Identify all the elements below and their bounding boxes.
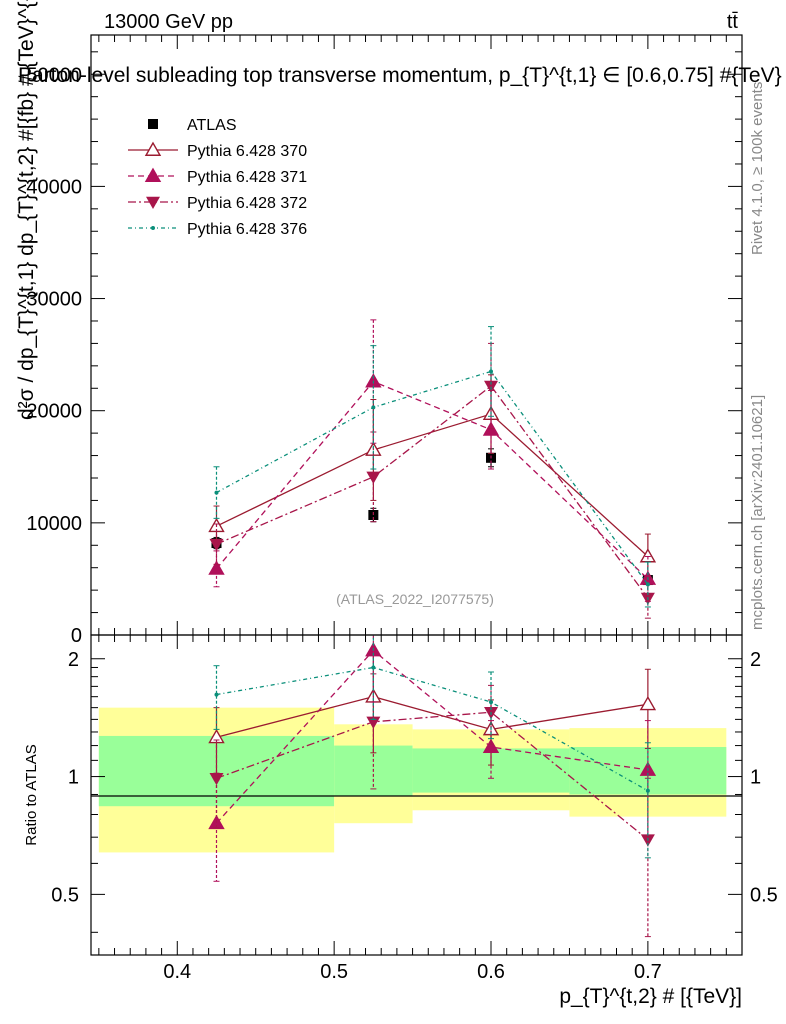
main-y-tick-label: 20000 — [26, 401, 82, 423]
ratio-line-p372 — [216, 711, 649, 841]
ratio-y-tick-label-right: 2 — [750, 649, 761, 671]
chart-title: Parton-level subleading top transverse m… — [18, 64, 782, 87]
legend-marker-p372 — [146, 196, 160, 209]
ratio-point-p376 — [645, 788, 650, 793]
ratio-line-p371 — [216, 649, 648, 824]
main-y-tick-label: 50000 — [26, 64, 82, 86]
main-y-axis-title: d²σ / dp_{T}^{t,1} dp_{T}^{t,2} #[{fb} #… — [15, 0, 38, 420]
ratio-point-p372 — [366, 716, 381, 729]
ratio-frame — [90, 634, 743, 956]
ratio-point-p370 — [639, 695, 657, 711]
ratio-line-p370 — [216, 696, 648, 738]
analysis-id-label: (ATLAS_2022_I2077575) — [336, 591, 494, 607]
ratio-x-tick-label: 0.6 — [477, 961, 505, 983]
main-point-p372 — [209, 538, 224, 552]
rivet-label: Rivet 4.1.0, ≥ 100k events — [749, 82, 766, 255]
ratio-point-p372 — [209, 773, 224, 786]
legend-label-p376: Pythia 6.428 376 — [187, 221, 307, 238]
main-series-group — [208, 319, 657, 619]
ratio-series-group — [208, 635, 657, 938]
main-point-p376 — [371, 405, 376, 410]
ratio-x-tick-label: 0.7 — [634, 961, 662, 983]
main-y-tick-label: 0 — [71, 625, 82, 647]
legend-marker-data — [148, 119, 158, 129]
energy-label: 13000 GeV pp — [104, 11, 233, 33]
legend-marker-p376 — [151, 226, 155, 230]
main-y-tick-label: 10000 — [26, 513, 82, 535]
ratio-uncertainty-bands — [98, 707, 727, 853]
ratio-point-p371 — [482, 738, 500, 753]
legend-label-p372: Pythia 6.428 372 — [187, 195, 307, 212]
legend-label-data: ATLAS — [187, 117, 237, 134]
x-axis-title: p_{T}^{t,2} # [{TeV}] — [559, 985, 742, 1008]
main-series-p370 — [208, 374, 657, 580]
main-series-data — [211, 448, 653, 586]
ratio-y-tick-label-left: 0.5 — [51, 884, 79, 906]
mcplots-label: mcplots.cern.ch [arXiv:2401.10621] — [749, 395, 766, 630]
main-line-p372 — [216, 385, 649, 599]
ratio-y-tick-label-right: 0.5 — [750, 884, 778, 906]
ratio-point-p376 — [489, 700, 494, 705]
main-line-data — [216, 458, 647, 580]
legend-label-p370: Pythia 6.428 370 — [187, 143, 307, 160]
ratio-x-tick-label: 0.4 — [163, 961, 191, 983]
ratio-y-tick-label-left: 1 — [68, 767, 79, 789]
ratio-point-p376 — [371, 665, 376, 670]
main-point-p376 — [214, 490, 219, 495]
main-point-p376 — [645, 582, 650, 587]
main-y-tick-label: 30000 — [26, 289, 82, 311]
main-point-p376 — [489, 369, 494, 374]
ratio-y-axis-title: Ratio to ATLAS — [23, 744, 40, 845]
main-point-p372 — [366, 471, 381, 484]
ratio-y-tick-label-left: 2 — [68, 649, 79, 671]
main-line-p376 — [216, 370, 649, 585]
legend-label-p371: Pythia 6.428 371 — [187, 169, 307, 186]
legend-marker-p371 — [144, 167, 162, 182]
main-series-p372 — [209, 342, 655, 619]
main-y-tick-label: 40000 — [26, 176, 82, 198]
ratio-series-p376 — [213, 635, 651, 859]
main-point-p371 — [208, 560, 225, 575]
process-label: tt̄ — [727, 11, 739, 33]
legend-marker-p370 — [144, 141, 162, 156]
ratio-line-p376 — [216, 666, 649, 792]
ratio-y-tick-label-right: 1 — [750, 767, 761, 789]
ratio-x-tick-label: 0.5 — [320, 961, 348, 983]
main-line-p371 — [215, 380, 649, 580]
main-line-p370 — [216, 413, 649, 557]
ratio-point-p376 — [214, 692, 219, 697]
axes-group: 0 10000 20000 30000 40000 50000 0.4 0.5 0.6 0.7 0.… — [26, 35, 778, 983]
main-series-p376 — [213, 326, 651, 608]
legend: ATLAS Pythia 6.428 370 Pythia 6.428 371 Pyt… — [128, 117, 307, 238]
